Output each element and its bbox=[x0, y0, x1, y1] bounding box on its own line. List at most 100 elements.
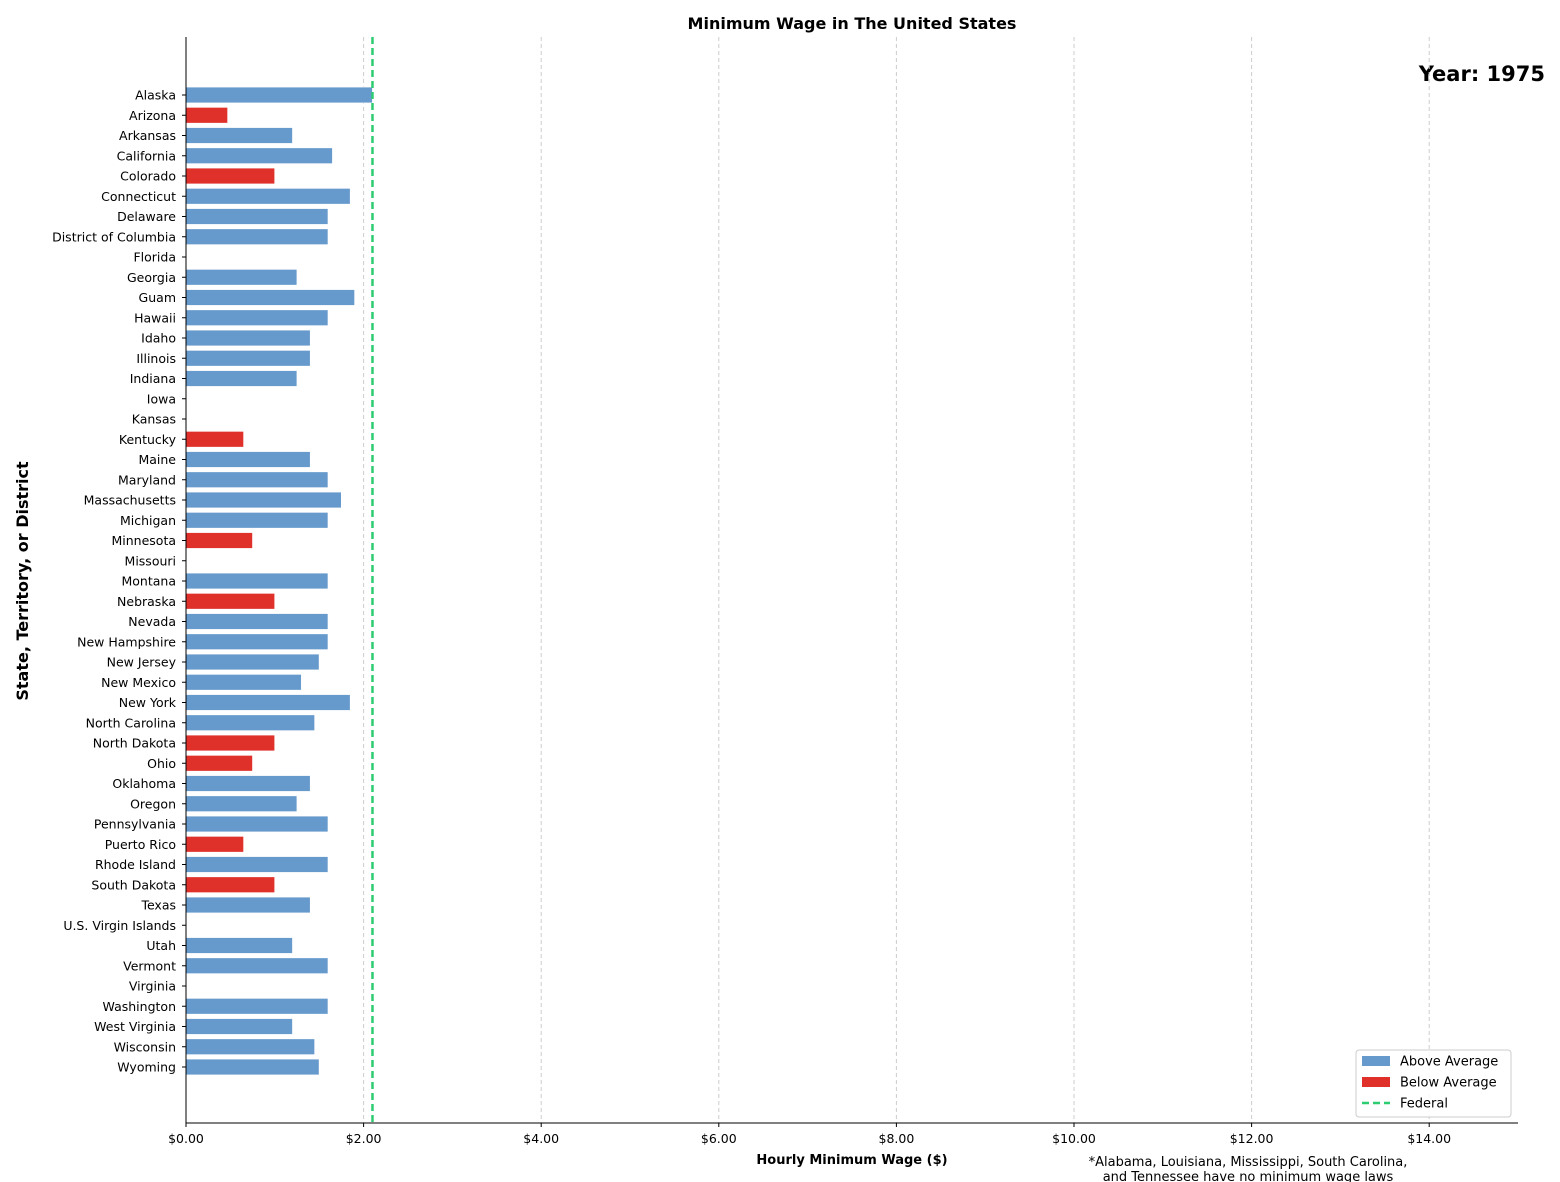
y-tick-label: Arizona bbox=[129, 108, 176, 123]
bar-new-jersey bbox=[185, 653, 320, 671]
bar-utah bbox=[185, 937, 293, 954]
y-tick-label: Rhode Island bbox=[95, 857, 176, 872]
y-tick-label: U.S. Virgin Islands bbox=[63, 918, 176, 933]
bar-north-dakota bbox=[185, 734, 276, 752]
bar-arizona bbox=[185, 106, 229, 124]
bar-delaware bbox=[185, 208, 329, 225]
y-tick-label: Nebraska bbox=[117, 594, 176, 609]
y-tick-label: Colorado bbox=[120, 169, 176, 184]
y-tick-label: Indiana bbox=[130, 371, 176, 386]
legend-label: Federal bbox=[1400, 1097, 1448, 1112]
x-tick-label: $0.00 bbox=[168, 1131, 204, 1146]
axes bbox=[185, 37, 1518, 1124]
bar-massachusetts bbox=[185, 491, 342, 509]
bar-idaho bbox=[185, 329, 311, 347]
bar-ohio bbox=[185, 754, 253, 772]
footnote-line-2: and Tennessee have no minimum wage laws bbox=[1103, 1170, 1394, 1182]
y-tick-label: Washington bbox=[103, 999, 176, 1014]
bar-new-hampshire bbox=[185, 633, 329, 651]
bar-connecticut bbox=[185, 187, 351, 205]
y-tick-labels: Alaska Arizona Arkansas California Colorado C… bbox=[52, 88, 186, 1075]
y-tick-label: Pennsylvania bbox=[94, 817, 176, 832]
y-tick-label: Oregon bbox=[130, 796, 176, 811]
bar-oklahoma bbox=[185, 775, 311, 792]
y-tick-label: Minnesota bbox=[111, 533, 176, 548]
legend-frame bbox=[1355, 1049, 1512, 1118]
bar-maine bbox=[185, 451, 311, 468]
y-tick-label: Kansas bbox=[132, 412, 176, 427]
bar-guam bbox=[185, 289, 356, 306]
legend-label: Above Average bbox=[1400, 1055, 1498, 1070]
y-tick-label: Connecticut bbox=[101, 189, 176, 204]
y-tick-label: Michigan bbox=[120, 513, 176, 528]
bar-maryland bbox=[185, 471, 329, 489]
y-tick-label: Georgia bbox=[127, 270, 176, 285]
y-tick-label: Vermont bbox=[123, 958, 176, 973]
y-tick-label: New York bbox=[119, 695, 177, 710]
year-annotation: Year: 1975 bbox=[1418, 62, 1545, 86]
bar-south-dakota bbox=[185, 876, 276, 894]
x-axis-label: Hourly Minimum Wage ($) bbox=[756, 1153, 947, 1168]
bar-new-york bbox=[185, 694, 351, 711]
y-tick-label: Delaware bbox=[117, 209, 176, 224]
y-tick-label: Guam bbox=[139, 290, 176, 305]
bar-wisconsin bbox=[185, 1038, 316, 1056]
x-tick-label: $10.00 bbox=[1052, 1131, 1096, 1146]
bar-nebraska bbox=[185, 592, 276, 610]
bar-rhode-island bbox=[185, 856, 329, 873]
bars bbox=[185, 86, 373, 1076]
y-tick-label: Virginia bbox=[129, 979, 176, 994]
y-tick-label: Missouri bbox=[125, 553, 176, 568]
bar-arkansas bbox=[185, 127, 293, 144]
bar-pennsylvania bbox=[185, 815, 329, 833]
bar-nevada bbox=[185, 613, 329, 630]
y-tick-label: California bbox=[117, 148, 176, 163]
bar-michigan bbox=[185, 511, 329, 529]
bar-north-carolina bbox=[185, 714, 316, 732]
footnote-line-1: *Alabama, Louisiana, Mississippi, South … bbox=[1089, 1155, 1408, 1170]
y-tick-label: Nevada bbox=[128, 614, 176, 629]
bar-texas bbox=[185, 896, 311, 914]
y-tick-label: District of Columbia bbox=[52, 229, 176, 244]
bar-california bbox=[185, 147, 333, 165]
bar-kentucky bbox=[185, 430, 245, 448]
y-tick-label: Idaho bbox=[141, 331, 176, 346]
y-tick-label: Utah bbox=[146, 938, 176, 953]
y-tick-label: Kentucky bbox=[119, 432, 177, 447]
y-tick-label: Wisconsin bbox=[114, 1039, 176, 1054]
y-tick-label: Texas bbox=[140, 898, 176, 913]
y-tick-label: West Virginia bbox=[94, 1019, 176, 1034]
y-tick-label: North Carolina bbox=[86, 715, 176, 730]
y-tick-label: Iowa bbox=[147, 391, 176, 406]
y-tick-label: Alaska bbox=[135, 88, 176, 103]
x-gridlines bbox=[363, 37, 1430, 1123]
bar-washington bbox=[185, 997, 329, 1015]
legend-swatch bbox=[1362, 1056, 1390, 1066]
y-tick-label: North Dakota bbox=[93, 736, 176, 751]
bar-oregon bbox=[185, 795, 298, 813]
bar-puerto-rico bbox=[185, 835, 245, 853]
chart-title: Minimum Wage in The United States bbox=[688, 14, 1017, 33]
legend-label: Below Average bbox=[1400, 1076, 1497, 1091]
y-tick-label: Hawaii bbox=[134, 310, 176, 325]
bar-vermont bbox=[185, 957, 329, 975]
bar-wyoming bbox=[185, 1058, 320, 1076]
y-tick-label: New Jersey bbox=[107, 655, 177, 670]
x-tick-label: $4.00 bbox=[523, 1131, 559, 1146]
x-tick-label: $2.00 bbox=[346, 1131, 382, 1146]
bar-indiana bbox=[185, 370, 298, 387]
y-axis-label: State, Territory, or District bbox=[13, 461, 32, 701]
bar-new-mexico bbox=[185, 673, 302, 691]
bar-illinois bbox=[185, 349, 311, 367]
bar-district-of-columbia bbox=[185, 228, 329, 246]
x-tick-label: $14.00 bbox=[1407, 1131, 1451, 1146]
x-tick-labels: $0.00 $2.00 $4.00 $6.00 $8.00 $10.00 $12.00 $14… bbox=[168, 1123, 1451, 1146]
bar-georgia bbox=[185, 268, 298, 286]
y-tick-label: South Dakota bbox=[91, 877, 176, 892]
bar-minnesota bbox=[185, 532, 253, 549]
bar-hawaii bbox=[185, 309, 329, 327]
y-tick-label: New Mexico bbox=[101, 675, 176, 690]
y-tick-label: Montana bbox=[122, 574, 177, 589]
x-tick-label: $12.00 bbox=[1230, 1131, 1274, 1146]
legend: Above Average Below Average Federal bbox=[1355, 1049, 1512, 1118]
